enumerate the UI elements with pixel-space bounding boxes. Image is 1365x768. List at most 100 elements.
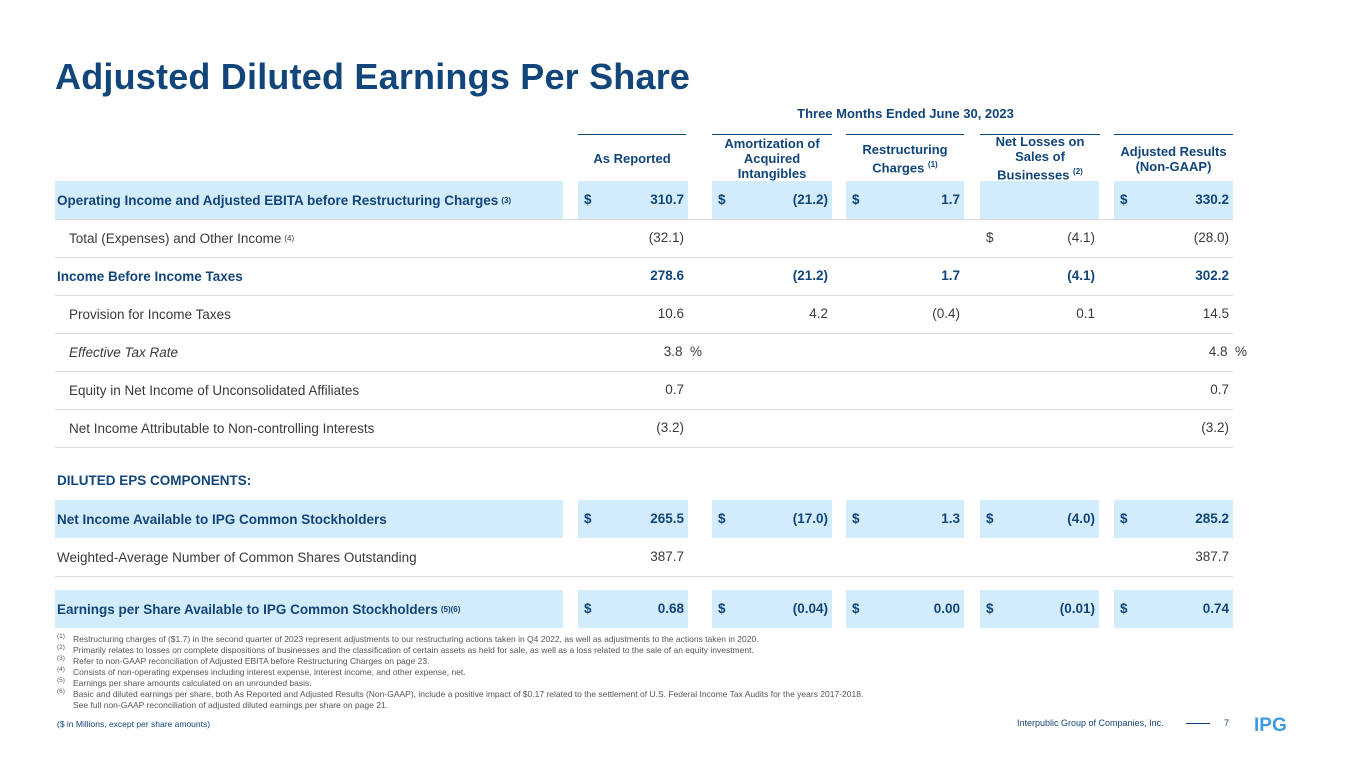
cell-value: 330.2 — [1195, 192, 1229, 207]
cell-net-income-available-col3: $1.3 — [846, 500, 964, 538]
cell-operating-income-col1: $310.7 — [578, 181, 688, 219]
cell-operating-income-col5: $330.2 — [1114, 181, 1233, 219]
cell-operating-income-col3: $1.7 — [846, 181, 964, 219]
dollar-sign: $ — [584, 601, 592, 616]
cell-value: 387.7 — [1195, 549, 1229, 564]
cell-noncontrolling-col3 — [846, 409, 964, 447]
cell-provision-taxes-col1: 10.6 — [578, 295, 688, 333]
cell-total-expenses-col1: (32.1) — [578, 219, 688, 257]
cell-value: (3.2) — [1201, 420, 1229, 435]
table-row-noncontrolling: Net Income Attributable to Non-controlli… — [55, 409, 1233, 448]
dollar-sign: $ — [584, 511, 592, 526]
company-name: Interpublic Group of Companies, Inc. — [1017, 718, 1164, 728]
row-label: Equity in Net Income of Unconsolidated A… — [55, 371, 563, 409]
cell-eps-col1: $0.68 — [578, 590, 688, 628]
cell-value: (3.2) — [656, 420, 684, 435]
dollar-sign: $ — [718, 601, 726, 616]
table-row-provision-taxes: Provision for Income Taxes 10.6 4.2 (0.4) 0.… — [55, 295, 1233, 334]
dollar-sign: $ — [718, 511, 726, 526]
cell-noncontrolling-col4 — [980, 409, 1099, 447]
row-label: Operating Income and Adjusted EBITA befo… — [55, 181, 563, 219]
cell-total-expenses-col3 — [846, 219, 964, 257]
cell-total-expenses-col4: $ (4.1) — [980, 219, 1099, 257]
footnote-marker: (5) — [57, 677, 65, 684]
cell-total-expenses-col5: (28.0) — [1114, 219, 1233, 257]
cell-value: 310.7 — [650, 192, 684, 207]
cell-equity-income-col2 — [712, 371, 832, 409]
cell-net-income-available-col2: $ (17.0) — [712, 500, 832, 538]
footnote-ref: (4) — [284, 233, 295, 243]
dollar-sign: $ — [718, 192, 726, 207]
row-label-text: Operating Income and Adjusted EBITA befo… — [57, 192, 499, 208]
footnote-4: (4) Consists of non-operating expenses in… — [57, 666, 1057, 678]
svg-text:IPG: IPG — [1254, 715, 1287, 734]
row-label-text: Weighted-Average Number of Common Shares… — [57, 549, 417, 565]
footnotes: (1) Restructuring charges of ($1.7) in th… — [57, 633, 1057, 711]
cell-total-expenses-col2 — [712, 219, 832, 257]
cell-equity-income-col1: 0.7 — [578, 371, 688, 409]
footer-divider — [1186, 723, 1210, 724]
cell-eps-col5: $0.74 — [1114, 590, 1233, 628]
cell-provision-taxes-col5: 14.5 — [1114, 295, 1233, 333]
page-number: 7 — [1224, 718, 1230, 728]
cell-value: (0.4) — [932, 306, 960, 321]
footnote-marker: (4) — [57, 666, 65, 673]
cell-equity-income-col5: 0.7 — [1114, 371, 1233, 409]
table-row-equity-income: Equity in Net Income of Unconsolidated A… — [55, 371, 1233, 410]
footnote-ref: (3) — [501, 195, 512, 205]
cell-value: (0.01) — [1059, 601, 1095, 616]
cell-income-before-taxes-col4: (4.1) — [980, 257, 1099, 295]
table-row-eps: Earnings per Share Available to IPG Comm… — [55, 590, 1233, 628]
footnote-text: Basic and diluted earnings per share, bo… — [73, 689, 864, 699]
col-header-restructuring: Restructuring Charges (1) — [846, 134, 964, 182]
col-header-amortization: Amortization of Acquired Intangibles — [712, 134, 832, 182]
section-label-diluted-eps: DILUTED EPS COMPONENTS: — [57, 473, 252, 488]
cell-effective-tax-rate-col2 — [712, 333, 832, 371]
cell-income-before-taxes-col3: 1.7 — [846, 257, 964, 295]
row-label: Provision for Income Taxes — [55, 295, 563, 333]
cell-value: 0.74 — [1202, 601, 1229, 616]
cell-weighted-shares-col4 — [980, 538, 1099, 576]
cell-eps-col3: $0.00 — [846, 590, 964, 628]
period-header: Three Months Ended June 30, 2023 — [797, 106, 1014, 121]
dollar-sign: $ — [852, 192, 860, 207]
cell-noncontrolling-col1: (3.2) — [578, 409, 688, 447]
col-header-net-losses: Net Losses on Sales of Businesses (2) — [980, 134, 1100, 183]
table-row-effective-tax-rate: Effective Tax Rate 3.8 % 4.8 % — [55, 333, 1247, 372]
footnote-3: (3) Refer to non-GAAP reconciliation of A… — [57, 655, 1057, 667]
cell-effective-tax-rate-col4 — [980, 333, 1099, 371]
cell-equity-income-col3 — [846, 371, 964, 409]
dollar-sign: $ — [1120, 601, 1128, 616]
row-label-text: Earnings per Share Available to IPG Comm… — [57, 601, 438, 617]
cell-value: 278.6 — [650, 268, 684, 283]
footnote-6: (6) Basic and diluted earnings per share,… — [57, 688, 1057, 700]
cell-net-income-available-col5: $285.2 — [1114, 500, 1233, 538]
col-header-as-reported: As Reported — [578, 134, 686, 182]
cell-weighted-shares-col5: 387.7 — [1114, 538, 1233, 576]
cell-value: 285.2 — [1195, 511, 1229, 526]
footnote-text: Primarily relates to losses on complete … — [73, 645, 754, 655]
cell-value: 302.2 — [1195, 268, 1229, 283]
cell-value: (21.2) — [792, 268, 828, 283]
cell-value: 0.7 — [1210, 382, 1229, 397]
cell-provision-taxes-col3: (0.4) — [846, 295, 964, 333]
table-row-operating-income: Operating Income and Adjusted EBITA befo… — [55, 181, 1233, 220]
cell-effective-tax-rate-col1: 3.8 % — [578, 333, 702, 371]
cell-value: (28.0) — [1193, 230, 1229, 245]
cell-eps-col4: $ (0.01) — [980, 590, 1099, 628]
row-label: Net Income Attributable to Non-controlli… — [55, 409, 563, 447]
row-label: Effective Tax Rate — [55, 333, 563, 371]
dollar-sign: $ — [584, 192, 592, 207]
cell-value: 4.2 — [809, 306, 828, 321]
cell-value: (4.1) — [1067, 268, 1095, 283]
units-note: ($ in Millions, except per share amounts… — [57, 719, 211, 729]
dollar-sign: $ — [852, 601, 860, 616]
cell-value: (0.04) — [792, 601, 828, 616]
cell-value: 1.7 — [941, 192, 960, 207]
cell-value: (32.1) — [648, 230, 684, 245]
footnote-ref: (5)(6) — [440, 604, 461, 614]
row-label-text: Net Income Available to IPG Common Stock… — [57, 511, 387, 527]
cell-value: 387.7 — [650, 549, 684, 564]
dollar-sign: $ — [1120, 192, 1128, 207]
cell-equity-income-col4 — [980, 371, 1099, 409]
